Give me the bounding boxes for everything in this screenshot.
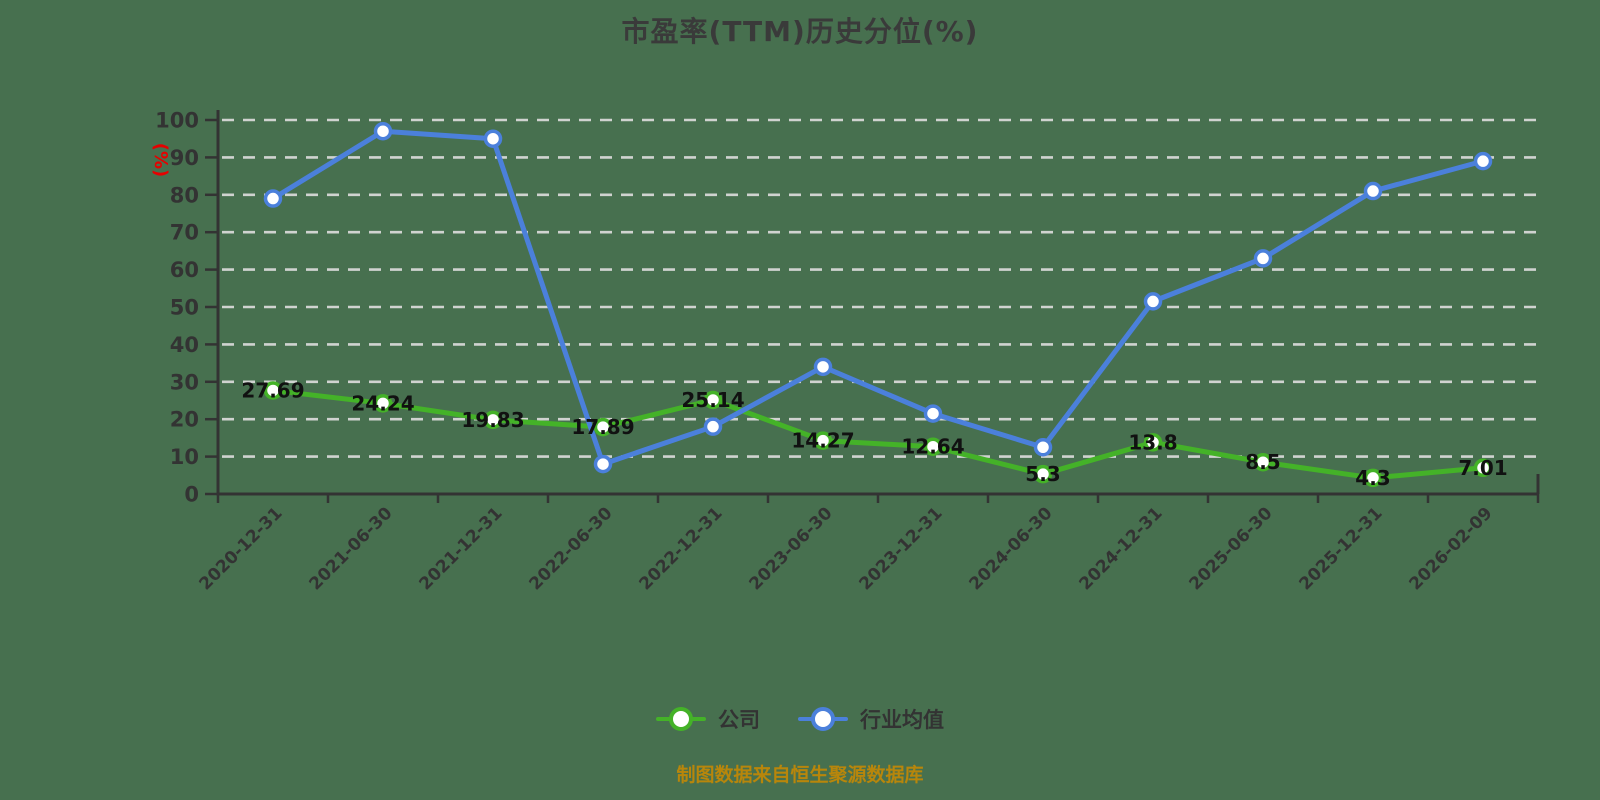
company-data-point [813,431,833,450]
legend-label-company: 公司 [718,708,760,732]
industry-legend-marker-icon [798,707,848,731]
company-data-point [483,410,503,430]
y-axis-tick-label: 30 [170,370,199,394]
x-axis-date-label: 2022-06-30 [525,503,616,594]
industry-data-point [1473,151,1493,171]
y-axis-name: (%) [150,143,171,178]
x-axis-date-label: 2025-06-30 [1185,503,1276,594]
industry-data-point [703,417,723,436]
company-line [270,387,1486,481]
x-axis-date-label: 2024-06-30 [965,503,1056,594]
legend-item-industry-average[interactable]: 行业均值 [798,704,944,734]
company-legend-marker-icon [656,707,706,731]
company-data-point [1143,433,1163,452]
y-axis-tick-label: 20 [170,408,199,432]
legend-item-company[interactable]: 公司 [656,704,760,734]
x-axis-date-label: 2025-12-31 [1295,503,1386,594]
legend: 公司 行业均值 [0,704,1600,734]
y-axis-tick-label: 70 [170,221,199,245]
x-axis-date-label: 2023-12-31 [855,503,946,594]
x-axis-date-label: 2021-12-31 [415,503,506,594]
company-value-label: 27.69 [241,378,304,402]
company-data-point [1473,458,1493,478]
company-data-point [1363,468,1383,488]
company-value-label: 8.5 [1245,450,1280,474]
company-value-label: 5.3 [1025,462,1060,486]
industry-data-point [1253,249,1273,268]
company-data-point [1033,464,1053,484]
industry-data-point [483,129,503,148]
x-axis-date-label: 2021-06-30 [305,503,396,594]
chart-title: 市盈率(TTM)历史分位(%) [621,15,979,48]
y-axis-tick-label: 10 [170,445,199,469]
company-data-point [593,417,613,437]
company-value-label: 19.83 [461,408,524,432]
company-data-point [923,437,943,456]
x-axis-date-label: 2020-12-31 [195,503,286,594]
company-data-point [373,394,393,413]
industry-data-point [1143,292,1163,311]
company-value-label: 13.8 [1128,430,1177,454]
company-data-point [263,381,283,400]
x-axis-date-label: 2023-06-30 [745,503,836,594]
industry-data-point [923,404,943,423]
company-value-label: 7.01 [1458,456,1507,480]
legend-label-industry-average: 行业均值 [860,708,944,732]
x-axis-date-label: 2022-12-31 [635,503,726,594]
company-value-label: 24.24 [351,391,414,415]
industry-data-point [593,454,613,474]
industry-average-line [270,128,1486,467]
y-axis-tick-label: 90 [170,146,199,170]
industry-data-point [373,121,393,141]
y-axis-tick-label: 60 [170,258,199,282]
y-axis-tick-label: 0 [184,483,199,507]
company-value-label: 25.14 [681,388,744,412]
company-value-label: 17.89 [571,415,634,439]
y-axis-tick-label: 100 [155,109,199,133]
source-note: 制图数据来自恒生聚源数据库 [676,764,924,786]
industry-data-point [263,189,283,208]
x-axis-date-label: 2024-12-31 [1075,503,1166,594]
company-data-point [703,390,723,410]
industry-data-point [1033,438,1053,457]
x-axis-date-label: 2026-02-09 [1405,503,1496,594]
y-axis-tick-label: 80 [170,183,199,207]
company-value-label: 12.64 [901,435,964,459]
y-axis-tick-label: 50 [170,296,199,320]
y-axis-tick-label: 40 [170,333,199,357]
company-value-label: 14.27 [791,429,854,453]
company-value-label: 4.3 [1355,466,1390,490]
company-data-point [1253,452,1273,472]
industry-data-point [1363,181,1383,201]
industry-data-point [813,357,833,377]
